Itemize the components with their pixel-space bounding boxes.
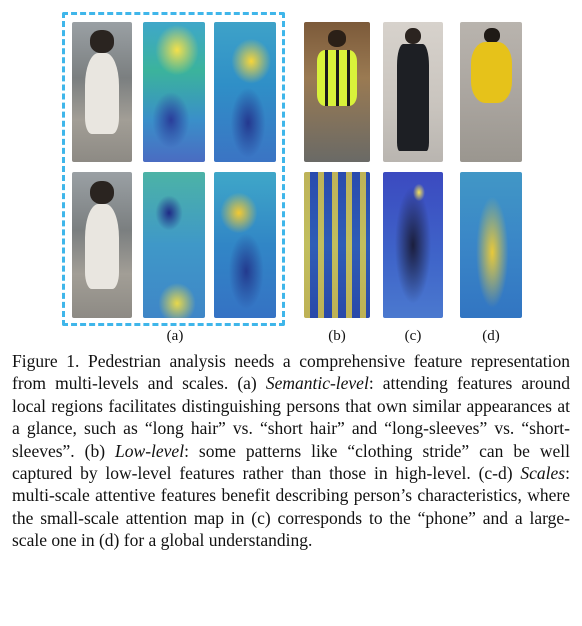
subfigure-label-b: (b) [328, 328, 346, 344]
subfigure-label-a: (a) [166, 328, 184, 344]
figure-caption: Figure 1. Pedestrian analysis needs a co… [12, 350, 570, 552]
pedestrian-photo-b [304, 22, 370, 162]
attention-map-a-top-2 [214, 22, 276, 162]
subfigure-label-c: (c) [404, 328, 422, 344]
attention-map-c [383, 172, 443, 318]
attention-map-d [460, 172, 522, 318]
subfigure-label-d: (d) [482, 328, 500, 344]
pedestrian-photo-a-bottom [72, 172, 132, 318]
attention-map-a-bottom-1 [143, 172, 205, 318]
caption-intro: Figure 1. Pedestrian analysis needs a co… [12, 351, 570, 394]
caption-low-desc: : some patterns like “clothing stride” c… [12, 440, 571, 484]
attention-map-a-top-1 [143, 22, 205, 162]
caption-semantic-level: Semantic-level [265, 373, 369, 394]
pedestrian-photo-c [383, 22, 443, 162]
attention-map-b [304, 172, 370, 318]
caption-scales-desc: : multi-scale attentive features benefit… [12, 463, 570, 551]
semantic-level-dashed-box [62, 12, 285, 326]
pedestrian-photo-a-top [72, 22, 132, 162]
caption-low-level: Low-level [115, 440, 185, 461]
caption-semantic-desc: : attending features around local region… [12, 373, 570, 461]
pedestrian-photo-d [460, 22, 522, 162]
attention-map-a-bottom-2 [214, 172, 276, 318]
caption-scales: Scales [520, 463, 566, 484]
